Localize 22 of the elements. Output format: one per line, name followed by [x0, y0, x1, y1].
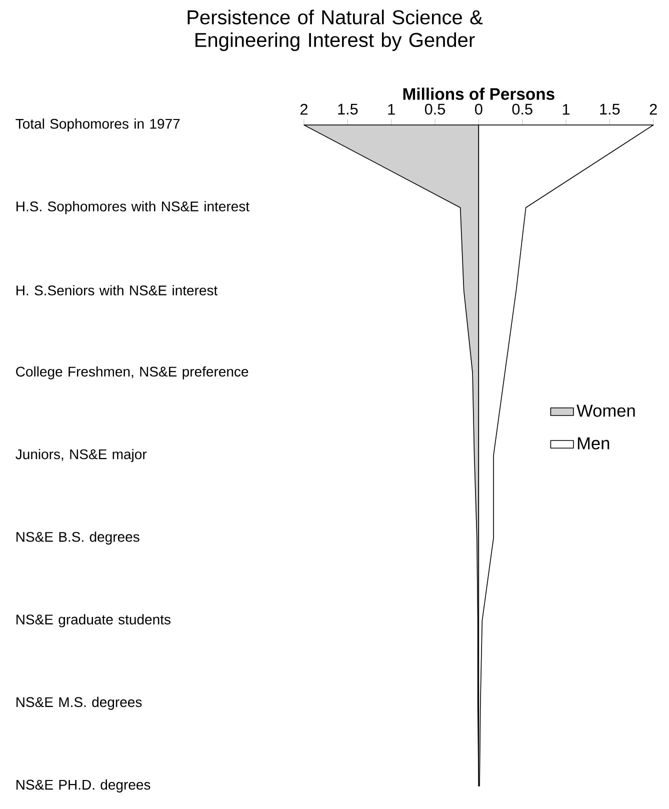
y-tick-label: NS&E PH.D. degrees	[16, 779, 150, 792]
y-tick-label: Total Sophomores in 1977	[16, 118, 180, 132]
x-tick-label: 1.5	[600, 104, 620, 115]
legend-label: Women	[576, 404, 635, 417]
x-tick-label: 0.5	[512, 104, 532, 115]
x-tick-label: 0	[475, 104, 482, 115]
y-tick-label: NS&E graduate students	[16, 614, 170, 628]
x-tick-label: 2	[650, 104, 657, 115]
x-tick-label: 1	[562, 104, 570, 115]
y-tick-label: Juniors, NS&E major	[16, 448, 147, 462]
legend-label: Men	[578, 437, 610, 450]
x-tick-label: 0.5	[424, 104, 446, 115]
y-tick-label: NS&E B.S. degrees	[16, 532, 140, 545]
y-tick-label: H. S.Seniors with NS&E interest	[16, 285, 218, 296]
x-tick-label: 2	[300, 104, 308, 115]
x-axis-title: Millions of Persons	[403, 88, 554, 100]
y-tick-label: NS&E M.S. degrees	[16, 696, 142, 710]
x-tick-label: 1.5	[338, 104, 358, 115]
y-tick-label: H.S. Sophomores with NS&E interest	[16, 201, 250, 214]
chart-title: Persistence of Natural Science & Engineering Interest by Gender	[188, 10, 483, 51]
x-tick-label: 1	[388, 104, 395, 115]
y-tick-label: College Freshmen, NS&E preference	[16, 366, 248, 380]
